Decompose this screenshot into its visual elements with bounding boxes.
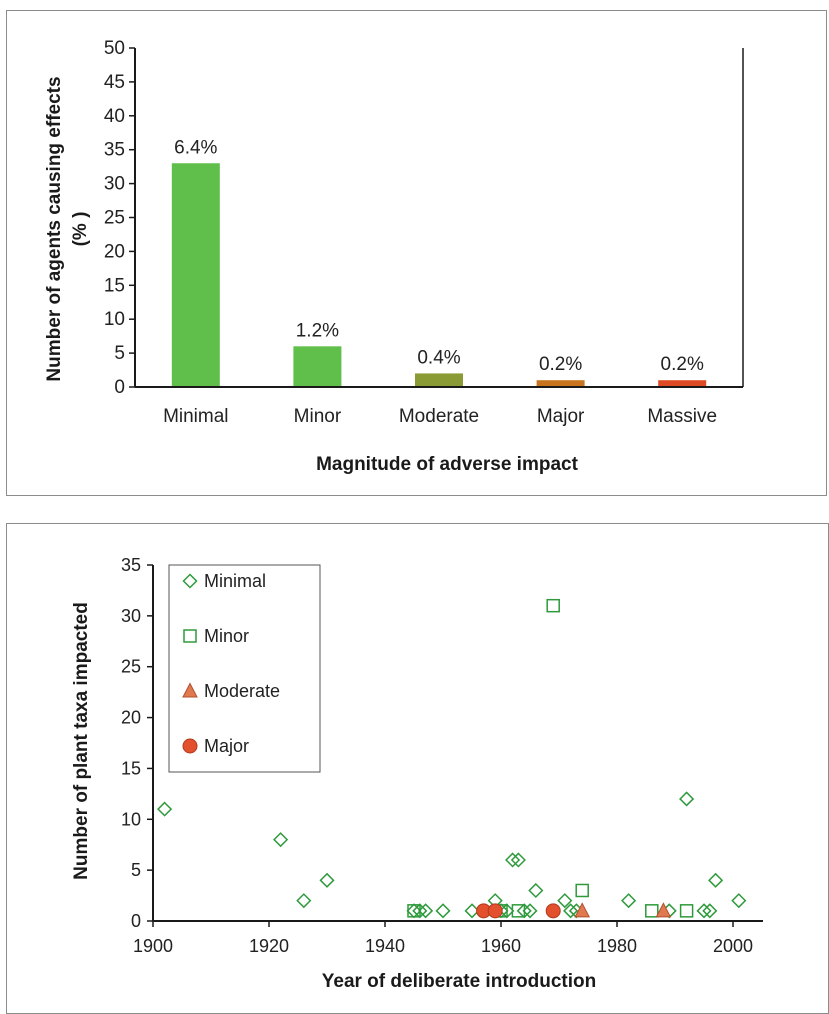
y-tick-label: 35 — [121, 555, 141, 575]
legend-label-minimal: Minimal — [204, 571, 266, 591]
y-tick-label: 40 — [104, 106, 125, 127]
legend: Minimal Minor Moderate Major — [168, 564, 321, 773]
x-tick-label: Minor — [294, 406, 342, 427]
y-tick-label: 15 — [121, 758, 141, 778]
y-tick-label: 5 — [131, 860, 141, 880]
scatter-points — [157, 598, 747, 919]
x-tick-label: Major — [537, 406, 585, 427]
legend-marker-minor — [183, 629, 197, 643]
point-minimal — [731, 893, 747, 909]
y-tick-label: 10 — [121, 809, 141, 829]
x-axis-title: Magnitude of adverse impact — [316, 454, 579, 475]
y-tick-label: 20 — [104, 241, 125, 262]
x-tick-label: 1980 — [597, 936, 637, 956]
y-tick-label: 25 — [104, 208, 125, 229]
y-tick-label: 0 — [131, 911, 141, 931]
bar-data-label: 1.2% — [296, 320, 339, 341]
point-minimal — [563, 903, 579, 919]
bar-chart-panel: 0 5 10 15 20 25 30 35 40 45 50 6.4% 1.2% 0.4% 0.2% 0.2… — [6, 10, 827, 496]
legend-marker-major — [182, 738, 198, 754]
y-tick-label: 5 — [114, 343, 125, 364]
y-axis-ticks: 0 5 10 15 20 25 30 35 — [121, 555, 153, 931]
point-minimal — [522, 903, 538, 919]
x-tick-label: 1900 — [133, 936, 173, 956]
y-axis-title-line1: Number of agents causing effects — [44, 76, 65, 381]
bar-moderate — [415, 373, 463, 387]
bars: 6.4% 1.2% 0.4% 0.2% 0.2% — [171, 137, 707, 387]
bar-data-label: 0.4% — [417, 347, 460, 368]
point-minimal — [296, 893, 312, 909]
x-axis-ticks: 1900 1920 1940 1960 1980 2000 — [133, 921, 753, 956]
x-tick-label: 1960 — [481, 936, 521, 956]
point-minimal — [510, 852, 526, 868]
point-minimal — [702, 903, 718, 919]
point-minimal — [273, 832, 289, 848]
point-minimal — [418, 903, 434, 919]
legend-label-minor: Minor — [204, 626, 249, 646]
x-tick-label: 1920 — [249, 936, 289, 956]
point-minimal — [157, 801, 173, 817]
point-minimal — [696, 903, 712, 919]
point-minor — [645, 904, 659, 918]
legend-marker-minimal — [182, 573, 198, 589]
point-minor — [679, 904, 694, 918]
bar-major — [536, 380, 585, 387]
point-major — [487, 903, 503, 919]
point-minimal — [708, 872, 724, 888]
y-tick-label: 15 — [104, 275, 125, 296]
point-minimal — [319, 872, 335, 888]
point-minimal — [505, 852, 521, 868]
x-tick-label: Moderate — [399, 406, 479, 427]
point-minor — [575, 883, 589, 898]
point-minor — [511, 904, 526, 918]
scatter-chart-panel: 0 5 10 15 20 25 30 35 1900 1920 1940 1960 1980 2000 … — [6, 523, 829, 1014]
y-axis-ticks: 0 5 10 15 20 25 30 35 40 45 50 — [104, 38, 135, 398]
x-axis-ticks: Minimal Minor Moderate Major Massive — [163, 406, 717, 427]
bar-minor — [293, 346, 342, 387]
point-minor — [546, 598, 560, 613]
point-minimal — [435, 903, 451, 919]
y-axis-title-line2: (% ) — [70, 212, 91, 247]
x-tick-label: 1940 — [365, 936, 405, 956]
y-tick-label: 50 — [104, 38, 125, 59]
bar-massive — [658, 380, 707, 387]
bar-chart: 0 5 10 15 20 25 30 35 40 45 50 6.4% 1.2% 0.4% 0.2% 0.2… — [44, 38, 744, 475]
point-moderate — [655, 902, 672, 918]
bar-data-label: 0.2% — [539, 354, 582, 375]
y-tick-label: 25 — [121, 657, 141, 677]
bar-data-label: 0.2% — [661, 354, 704, 375]
legend-marker-moderate — [182, 682, 198, 698]
y-tick-label: 30 — [104, 174, 125, 195]
point-minor — [407, 904, 421, 918]
y-tick-label: 35 — [104, 140, 125, 161]
bar-minimal — [171, 163, 220, 387]
x-axis-title: Year of deliberate introduction — [322, 971, 597, 992]
y-tick-label: 20 — [121, 708, 141, 728]
legend-box — [168, 564, 321, 773]
y-tick-label: 30 — [121, 606, 141, 626]
point-moderate — [574, 902, 591, 918]
point-minimal — [528, 882, 544, 899]
x-tick-label: 2000 — [713, 936, 753, 956]
legend-label-major: Major — [204, 736, 249, 756]
x-tick-label: Massive — [647, 406, 717, 427]
bar-data-label: 6.4% — [174, 137, 217, 158]
point-minimal — [621, 893, 637, 909]
point-minimal — [557, 893, 573, 909]
point-major — [545, 903, 561, 919]
y-tick-label: 0 — [114, 377, 125, 398]
x-tick-label: Minimal — [163, 406, 228, 427]
point-minimal — [464, 903, 480, 919]
y-axis-title: Number of plant taxa impacted — [71, 602, 92, 880]
y-tick-label: 10 — [104, 309, 125, 330]
point-minimal — [679, 791, 695, 807]
legend-label-moderate: Moderate — [204, 681, 280, 701]
y-tick-label: 45 — [104, 72, 125, 93]
